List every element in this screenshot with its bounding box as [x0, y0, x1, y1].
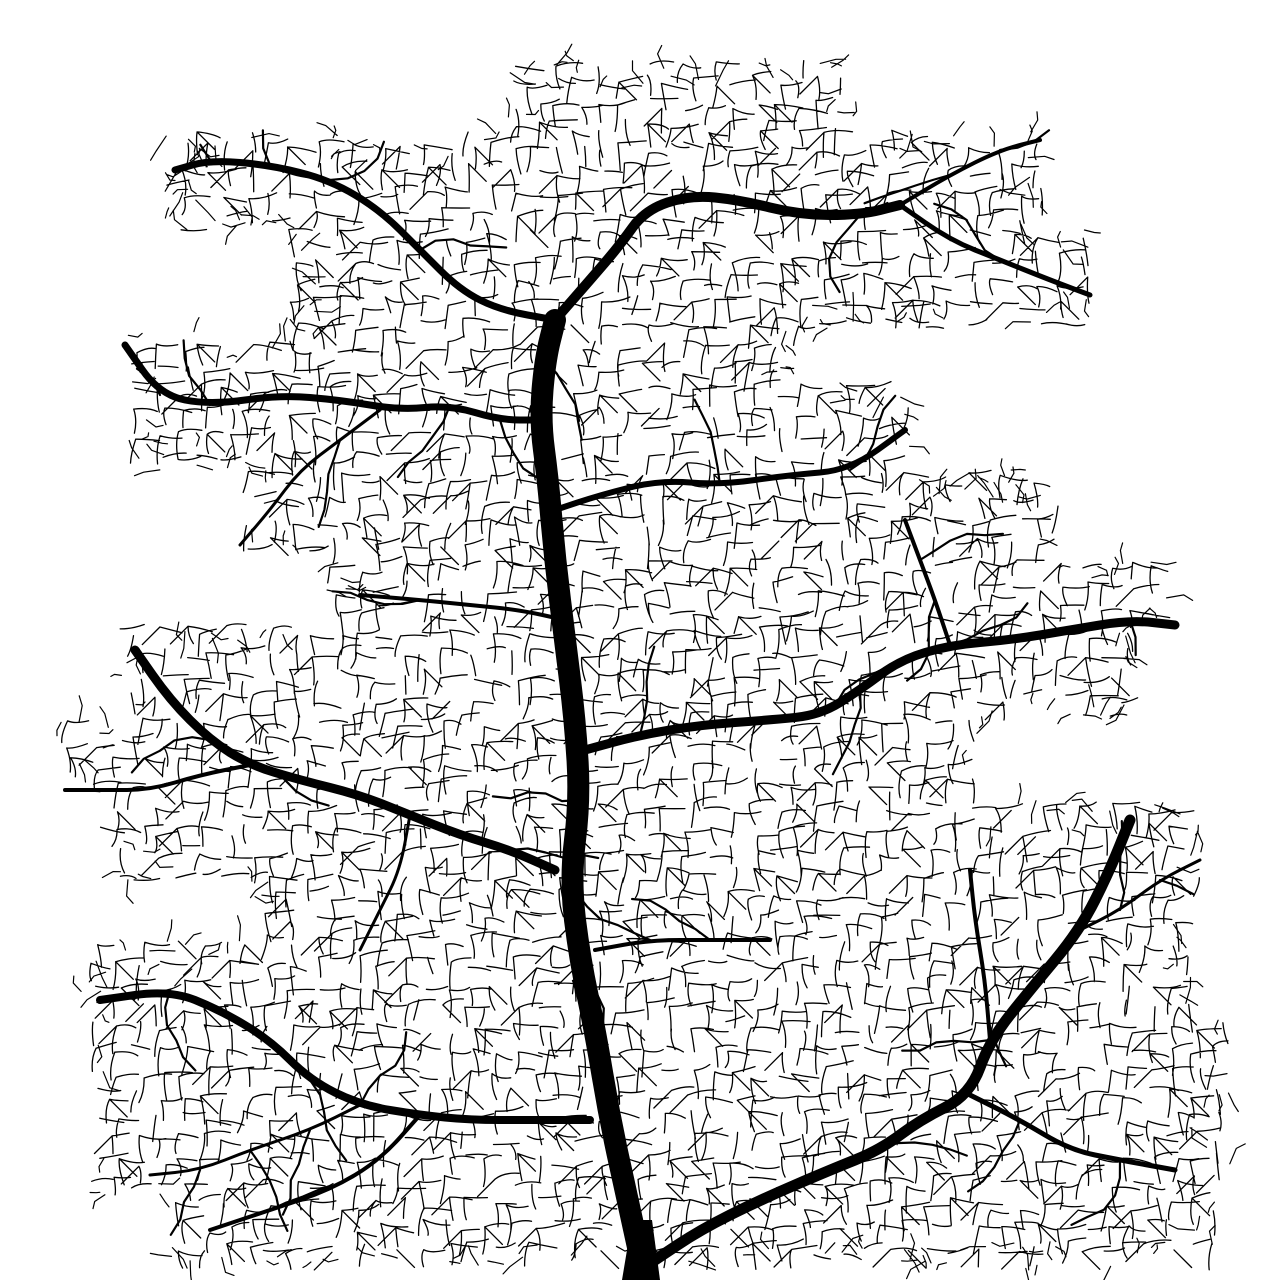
major-branch	[63, 763, 252, 792]
major-branch	[130, 645, 560, 875]
major-branch	[171, 158, 559, 324]
major-branch	[593, 938, 772, 952]
major-branch	[148, 1103, 362, 1177]
major-branch	[649, 814, 1136, 1266]
major-branch	[898, 138, 1042, 207]
secondary-veins	[130, 129, 1195, 1236]
fine-veins	[61, 60, 1229, 1271]
trunk-base	[622, 1220, 660, 1280]
major-branch	[903, 518, 952, 647]
edge-twigs	[56, 43, 1246, 1280]
major-branch	[121, 341, 544, 424]
major-branch	[96, 989, 594, 1124]
major-branch	[552, 427, 908, 513]
major-branch	[968, 868, 992, 1042]
major-branch	[1078, 858, 1202, 932]
major-branch	[897, 202, 1093, 298]
major-branch	[208, 1113, 422, 1232]
major-branch	[580, 617, 1180, 755]
major-branch	[550, 191, 905, 325]
fine-vein-network	[56, 43, 1246, 1280]
major-branch	[967, 1092, 1178, 1173]
major-branch	[238, 408, 382, 547]
main-trunk	[530, 309, 656, 1280]
major-branch	[358, 813, 412, 952]
major-branch	[358, 593, 567, 622]
major-branches	[63, 138, 1202, 1280]
